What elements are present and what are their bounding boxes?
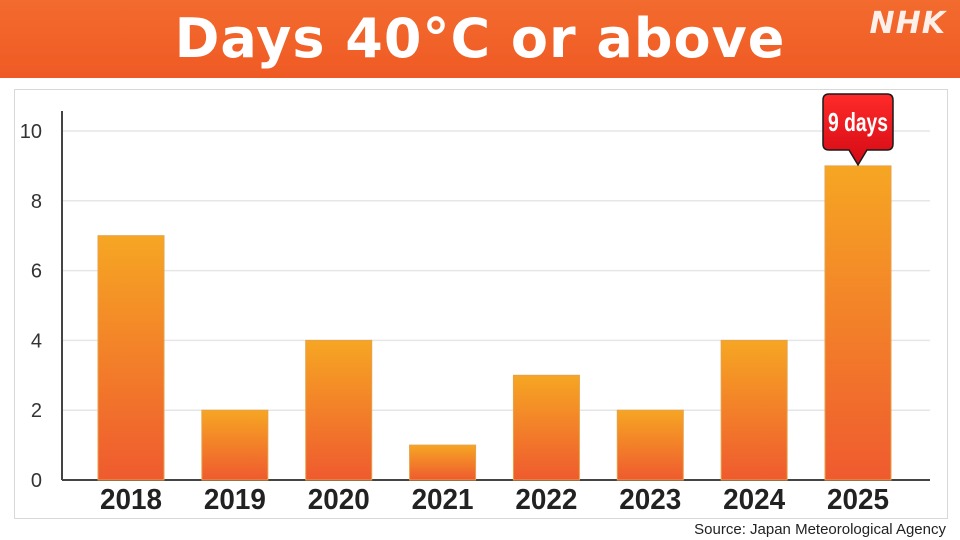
y-tick-label: 0: [31, 470, 42, 492]
bar-2023: [616, 409, 684, 481]
bar-2020: [305, 339, 373, 481]
bar-2021: [409, 444, 477, 481]
x-tick-label: 2020: [308, 484, 370, 516]
chart-title: Days 40°C or above: [174, 7, 786, 70]
y-tick-label: 10: [20, 121, 42, 143]
source-note: Source: Japan Meteorological Agency: [694, 521, 946, 538]
bar-2019: [201, 409, 269, 481]
x-tick-label: 2021: [412, 484, 474, 516]
y-tick-label: 8: [31, 191, 42, 213]
x-tick-label: 2025: [827, 484, 889, 516]
nhk-logo: NHK: [869, 6, 946, 41]
bar-2025: [824, 165, 892, 481]
y-tick-label: 4: [31, 330, 42, 352]
y-tick-label: 2: [31, 400, 42, 422]
bar-2024: [720, 339, 788, 481]
x-tick-label: 2024: [723, 484, 785, 516]
x-tick-label: 2019: [204, 484, 266, 516]
bar-2022: [512, 374, 580, 481]
x-tick-label: 2018: [100, 484, 162, 516]
callout-label: 9 days: [828, 107, 888, 137]
bar-2018: [97, 235, 165, 481]
title-bar: [0, 0, 960, 78]
y-tick-label: 6: [31, 261, 42, 283]
x-tick-label: 2023: [619, 484, 681, 516]
x-tick-label: 2022: [515, 484, 577, 516]
chart-frame: [14, 89, 948, 519]
callout-bubble: [822, 93, 894, 167]
